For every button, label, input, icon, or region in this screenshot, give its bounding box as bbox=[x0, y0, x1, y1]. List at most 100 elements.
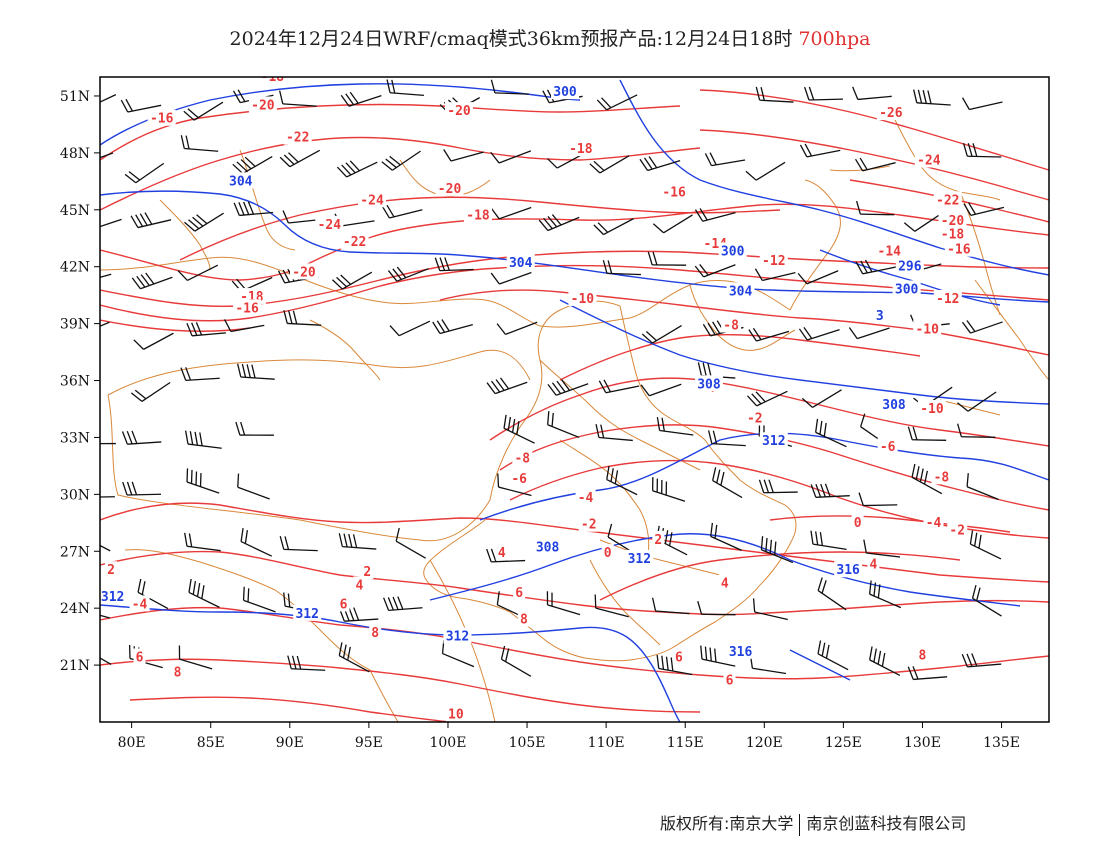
wind-barb bbox=[336, 160, 378, 178]
wind-barb bbox=[279, 149, 321, 168]
temperature-label: -24 bbox=[318, 218, 342, 233]
geopotential-label: 304 bbox=[509, 256, 533, 271]
title-level: 700hpa bbox=[798, 28, 871, 50]
temperature-label: 2 bbox=[107, 563, 115, 578]
wind-barb bbox=[602, 260, 641, 276]
wind-barb bbox=[804, 86, 843, 101]
wind-barb bbox=[799, 143, 841, 158]
wind-barb bbox=[432, 319, 473, 335]
y-tick-label: 48N bbox=[60, 146, 90, 162]
temperature-label-bg bbox=[916, 646, 929, 663]
wind-barb bbox=[746, 390, 788, 407]
temperature-label-bg bbox=[233, 299, 262, 316]
wind-barb bbox=[387, 266, 429, 282]
temperature-label: -12 bbox=[936, 292, 959, 307]
temperature-label: -6 bbox=[880, 440, 896, 455]
temperature-label: -20 bbox=[292, 265, 316, 280]
wind-barb bbox=[180, 367, 220, 381]
wind-barb bbox=[184, 532, 221, 552]
temperature-label: -20 bbox=[438, 182, 462, 197]
temperature-label-bg bbox=[933, 289, 962, 306]
wind-barb bbox=[496, 321, 538, 335]
geopotential-label: 312 bbox=[628, 552, 651, 567]
wind-barb bbox=[546, 591, 581, 616]
temperature-label: 4 bbox=[721, 577, 729, 592]
temperature-label-bg bbox=[353, 576, 366, 593]
wind-barb bbox=[279, 536, 318, 552]
temperature-label-bg bbox=[258, 77, 287, 84]
wind-barb bbox=[961, 97, 1003, 111]
wind-barb bbox=[749, 654, 787, 675]
wind-barb bbox=[755, 86, 794, 103]
y-tick-label: 21N bbox=[60, 658, 90, 674]
wind-barb bbox=[656, 654, 693, 676]
wind-barb bbox=[745, 161, 786, 181]
x-tick-label: 115E bbox=[667, 735, 704, 751]
wind-barb bbox=[962, 142, 1002, 158]
wind-barb bbox=[186, 468, 220, 494]
map-title: 2024年12月24日WRF/cmaq模式36km预报产品:12月24日18时 7… bbox=[0, 24, 1100, 51]
temperature-label-bg bbox=[851, 513, 864, 530]
temperature-label-bg bbox=[337, 595, 350, 612]
wind-barb bbox=[100, 152, 114, 159]
copyright-left: 版权所有:南京大学 bbox=[660, 814, 794, 833]
temperature-label-bg bbox=[133, 648, 146, 665]
temperature-label: -24 bbox=[360, 193, 384, 208]
wind-barb bbox=[758, 479, 798, 494]
x-tick-label: 100E bbox=[429, 735, 466, 751]
y-tick-label: 42N bbox=[60, 260, 90, 276]
wind-barb bbox=[395, 527, 426, 559]
temperature-label: 6 bbox=[726, 673, 734, 688]
temperature-label-bg bbox=[867, 555, 880, 572]
wind-barb bbox=[969, 530, 1002, 560]
temperature-label-bg bbox=[917, 399, 946, 416]
temperature-label-bg bbox=[248, 96, 277, 113]
geopotential-label: 316 bbox=[729, 645, 753, 660]
temperature-label-bg bbox=[517, 610, 530, 627]
temperature-label-bg bbox=[340, 233, 369, 250]
temperature-label: -16 bbox=[235, 301, 259, 316]
temperature-label: -20 bbox=[251, 98, 275, 113]
geopotential-label-bg bbox=[726, 642, 755, 659]
geopotential-label-bg bbox=[226, 172, 255, 189]
wind-barb bbox=[177, 264, 219, 282]
temperature-label: 8 bbox=[371, 626, 379, 641]
geopotential-label-bg bbox=[895, 257, 924, 274]
wind-barb bbox=[798, 326, 840, 341]
wind-barb bbox=[287, 655, 326, 671]
wind-barb bbox=[855, 259, 897, 275]
wind-barb bbox=[966, 473, 999, 501]
wind-barb bbox=[338, 642, 370, 673]
y-tick-label: 51N bbox=[60, 89, 90, 105]
wind-barb bbox=[137, 578, 169, 610]
wind-barb bbox=[640, 383, 682, 397]
wind-barb bbox=[957, 391, 997, 412]
geopotential-label: 300 bbox=[721, 245, 745, 260]
wind-barb bbox=[490, 206, 532, 220]
temperature-label: -10 bbox=[571, 292, 595, 307]
wind-barb bbox=[497, 473, 532, 497]
temperature-label: -24 bbox=[917, 153, 941, 168]
temperature-label-bg bbox=[672, 648, 685, 665]
geopotential-label: 308 bbox=[697, 377, 721, 392]
temperature-label: 0 bbox=[854, 516, 862, 531]
temperature-label-bg bbox=[877, 437, 898, 454]
wind-barb bbox=[651, 477, 686, 502]
temperature-label-bg bbox=[369, 623, 382, 640]
wind-barb bbox=[233, 201, 274, 217]
wind-barb bbox=[184, 212, 224, 232]
wind-barb bbox=[178, 645, 213, 670]
temperature-label-bg bbox=[759, 252, 788, 269]
wind-barb bbox=[704, 152, 746, 167]
temperature-label-bg bbox=[513, 584, 526, 600]
wind-barb bbox=[120, 98, 162, 113]
wind-barb bbox=[183, 101, 224, 121]
wind-barb bbox=[651, 597, 690, 615]
temperature-label-bg bbox=[723, 671, 736, 688]
temperature-label: -16 bbox=[947, 243, 971, 258]
wind-barb bbox=[547, 379, 589, 396]
wind-barb bbox=[389, 320, 431, 337]
wind-barb bbox=[907, 426, 947, 441]
wind-barb bbox=[130, 381, 171, 402]
wind-barb bbox=[656, 416, 694, 436]
